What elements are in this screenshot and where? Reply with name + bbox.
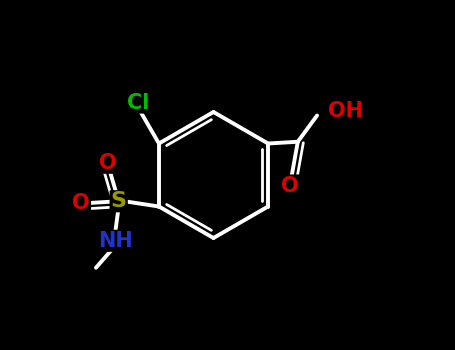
Text: OH: OH xyxy=(328,101,363,121)
Text: O: O xyxy=(99,153,117,173)
Text: S: S xyxy=(111,191,126,211)
Text: O: O xyxy=(281,175,298,196)
Text: O: O xyxy=(72,193,90,213)
Text: NH: NH xyxy=(98,231,132,251)
Text: Cl: Cl xyxy=(127,92,149,113)
